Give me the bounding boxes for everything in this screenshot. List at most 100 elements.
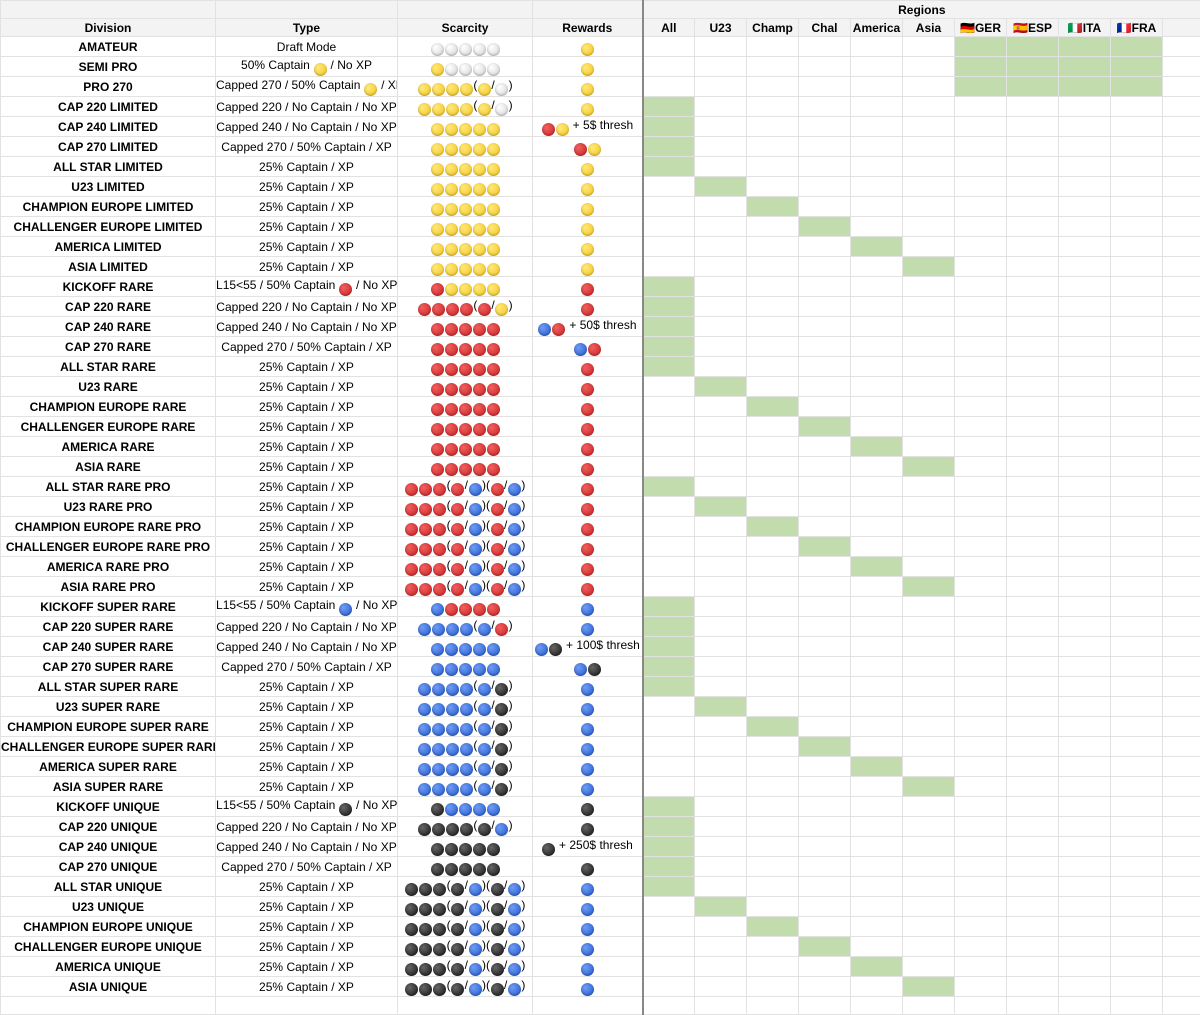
scarcity: 🔴🔴🔴(🔴/🔵)(🔴/🔵)	[398, 557, 533, 577]
region-cell	[1059, 517, 1111, 537]
rewards: ⚫	[533, 797, 643, 817]
region-cell	[955, 457, 1007, 477]
token-icon: 🔴	[451, 523, 464, 536]
scarcity: 🔵🔵🔵🔵(🔵/⚫)	[398, 757, 533, 777]
region-cell	[1059, 457, 1111, 477]
empty-cell	[1163, 877, 1200, 897]
token-icon: 🔵	[445, 663, 458, 676]
division: CHALLENGER EUROPE UNIQUE	[1, 937, 216, 957]
empty-cell	[1163, 417, 1200, 437]
type: Capped 240 / No Captain / No XP	[216, 637, 398, 657]
header-cell	[216, 1, 398, 19]
region-highlight	[903, 977, 955, 997]
token-icon: 🔴	[431, 323, 444, 336]
token-icon: 🔵	[581, 723, 594, 736]
token-icon: 🔵	[581, 983, 594, 996]
region-highlight	[643, 677, 695, 697]
region-cell	[1007, 597, 1059, 617]
region-cell	[955, 537, 1007, 557]
region-cell	[1007, 977, 1059, 997]
region-cell	[799, 777, 851, 797]
region-cell	[695, 817, 747, 837]
token-icon: 🔵	[418, 683, 431, 696]
region-cell	[955, 337, 1007, 357]
token-icon: 🔴	[487, 463, 500, 476]
division: ASIA RARE	[1, 457, 216, 477]
region-cell	[1007, 837, 1059, 857]
rewards: 🟡	[533, 37, 643, 57]
token-icon: 🔴	[339, 283, 352, 296]
token-icon: 🟡	[473, 183, 486, 196]
region-cell	[643, 237, 695, 257]
region-cell	[955, 517, 1007, 537]
region-cell	[1111, 797, 1163, 817]
region-cell	[1059, 617, 1111, 637]
empty-cell	[1163, 717, 1200, 737]
region-highlight	[643, 317, 695, 337]
token-icon: 🔵	[473, 803, 486, 816]
token-icon: 🔴	[445, 363, 458, 376]
region-cell	[747, 337, 799, 357]
region-cell	[799, 797, 851, 817]
region-cell	[955, 897, 1007, 917]
region-cell	[799, 977, 851, 997]
token-icon: 🔴	[418, 303, 431, 316]
region-cell	[1111, 937, 1163, 957]
token-icon: 🔵	[487, 643, 500, 656]
token-icon: 🟡	[487, 263, 500, 276]
region-cell	[1111, 237, 1163, 257]
token-icon: ⚫	[491, 943, 504, 956]
token-icon: 🔵	[432, 703, 445, 716]
region-cell	[747, 817, 799, 837]
region-cell	[851, 117, 903, 137]
region-cell	[1007, 277, 1059, 297]
region-cell	[747, 477, 799, 497]
region-cell	[1059, 197, 1111, 217]
column-header: U23	[695, 19, 747, 37]
token-icon: 🔴	[451, 503, 464, 516]
region-cell	[747, 837, 799, 857]
empty-cell	[1163, 937, 1200, 957]
region-cell	[851, 297, 903, 317]
region-cell	[851, 97, 903, 117]
token-icon: ⚫	[581, 803, 594, 816]
region-cell	[1111, 417, 1163, 437]
token-icon: 🔵	[508, 503, 521, 516]
type: 25% Captain / XP	[216, 397, 398, 417]
empty-cell	[1163, 117, 1200, 137]
region-cell	[695, 277, 747, 297]
token-icon: 🔴	[542, 123, 555, 136]
region-highlight	[799, 937, 851, 957]
token-icon: 🔴	[445, 383, 458, 396]
token-icon: 🟡	[478, 83, 491, 96]
region-cell	[1007, 357, 1059, 377]
token-icon: 🟡	[445, 283, 458, 296]
division: CHALLENGER EUROPE RARE	[1, 417, 216, 437]
empty-cell	[1163, 657, 1200, 677]
region-cell	[1059, 977, 1111, 997]
region-cell	[1111, 857, 1163, 877]
token-icon: 🟡	[431, 203, 444, 216]
token-icon: 🔵	[581, 743, 594, 756]
region-cell	[851, 897, 903, 917]
empty-cell	[1163, 257, 1200, 277]
type: 25% Captain / XP	[216, 477, 398, 497]
region-cell	[799, 457, 851, 477]
region-cell	[1007, 857, 1059, 877]
region-cell	[955, 877, 1007, 897]
empty-cell	[1163, 817, 1200, 837]
token-icon: 🔴	[459, 383, 472, 396]
token-icon: 🔴	[431, 423, 444, 436]
scarcity: 🔴🔴🔴🔴🔴	[398, 457, 533, 477]
token-icon: 🔴	[581, 403, 594, 416]
region-highlight	[1059, 37, 1111, 57]
region-cell	[1111, 917, 1163, 937]
region-highlight	[643, 857, 695, 877]
region-highlight	[1007, 57, 1059, 77]
region-cell	[1007, 397, 1059, 417]
region-cell	[903, 317, 955, 337]
region-cell	[695, 77, 747, 97]
empty-cell	[1163, 137, 1200, 157]
